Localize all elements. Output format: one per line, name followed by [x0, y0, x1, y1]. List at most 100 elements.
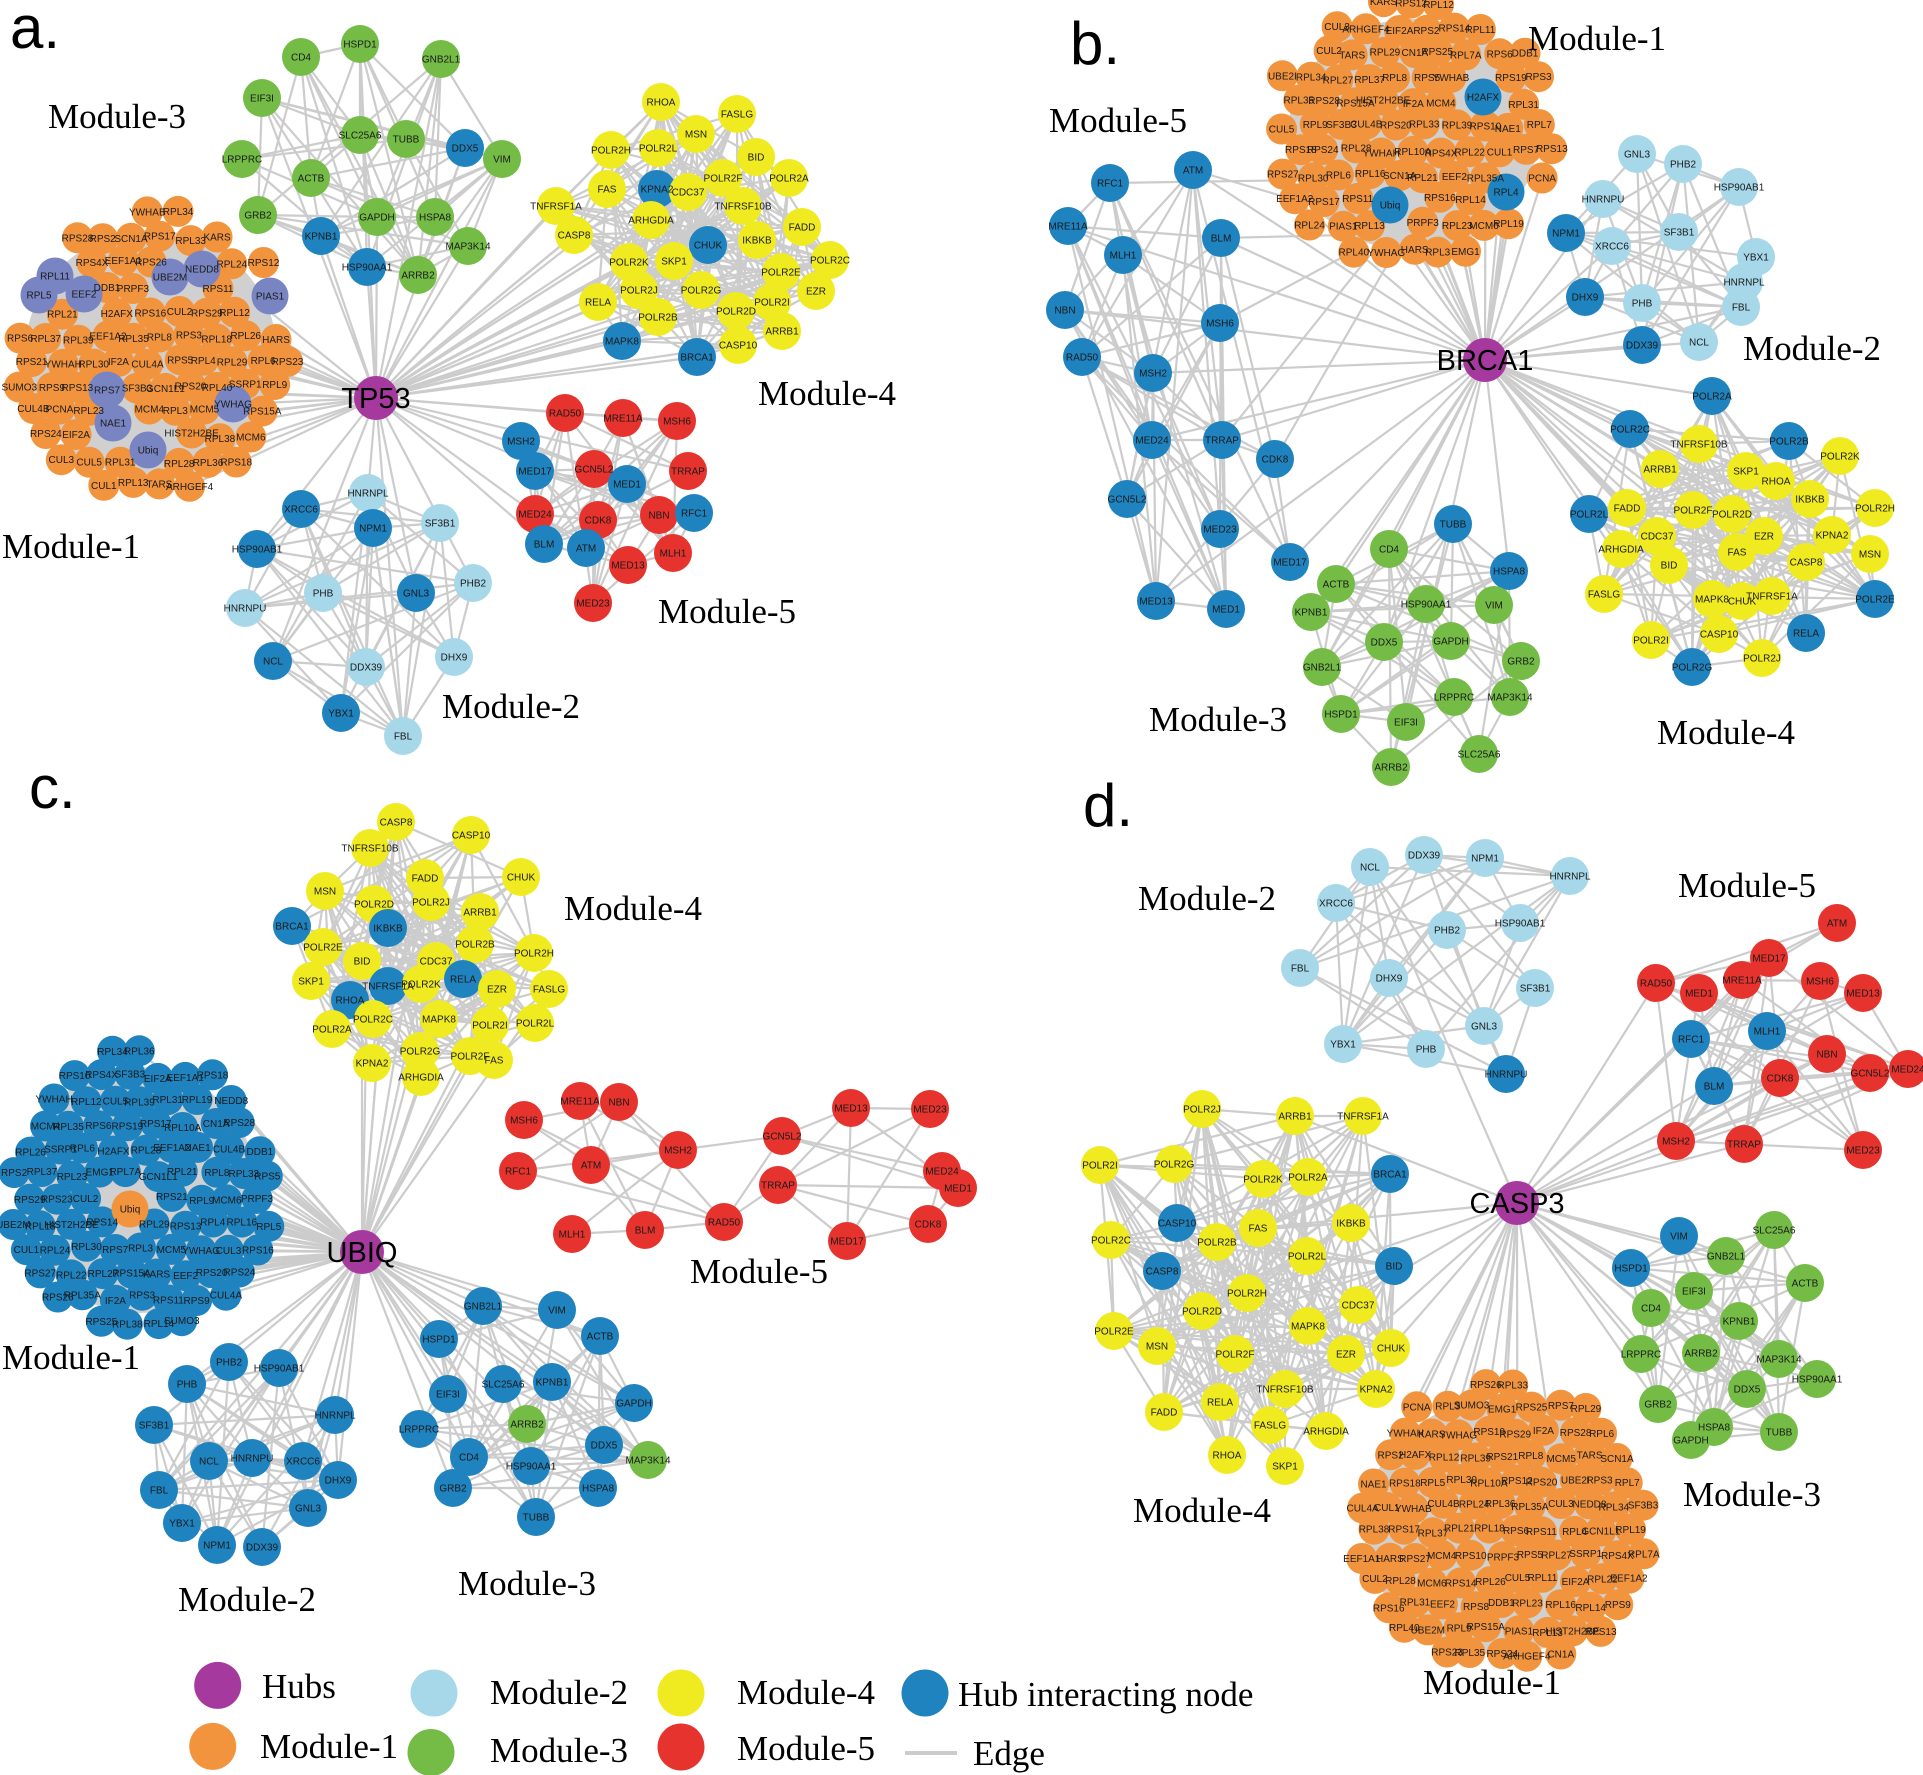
svg-text:BRCA1: BRCA1 — [1437, 345, 1534, 377]
svg-text:RPS5: RPS5 — [167, 355, 194, 366]
svg-text:HSP90AB1: HSP90AB1 — [254, 1364, 305, 1375]
svg-text:RPS5: RPS5 — [254, 1172, 281, 1183]
svg-text:YWHAH: YWHAH — [1363, 149, 1400, 160]
svg-text:RPS12: RPS12 — [1501, 1476, 1533, 1487]
svg-text:YWHAG: YWHAG — [1367, 248, 1405, 259]
svg-text:KPNB1: KPNB1 — [305, 232, 338, 243]
svg-text:POLR2D: POLR2D — [354, 900, 394, 911]
svg-text:DDB1: DDB1 — [1488, 1598, 1515, 1609]
svg-text:POLR2G: POLR2G — [681, 286, 722, 297]
svg-text:TUBB: TUBB — [1440, 520, 1467, 531]
svg-text:KARS: KARS — [1418, 1430, 1446, 1441]
svg-text:TARS: TARS — [1577, 1450, 1603, 1461]
svg-text:RPL23: RPL23 — [73, 406, 104, 417]
svg-text:MED17: MED17 — [1752, 954, 1786, 965]
svg-text:SKP1: SKP1 — [1733, 467, 1759, 478]
svg-text:RPL14: RPL14 — [144, 1319, 175, 1330]
svg-text:RPL8: RPL8 — [147, 333, 172, 344]
svg-text:POLR2G: POLR2G — [1154, 1160, 1195, 1171]
svg-text:MED13: MED13 — [834, 1104, 868, 1115]
svg-text:RPL12: RPL12 — [1423, 0, 1454, 11]
svg-text:H2AFX: H2AFX — [101, 309, 134, 320]
svg-text:FASLG: FASLG — [533, 985, 565, 996]
svg-text:POLR2A: POLR2A — [312, 1025, 352, 1036]
svg-text:RPS11: RPS11 — [1342, 194, 1373, 205]
svg-text:ARRB2: ARRB2 — [1684, 1349, 1718, 1360]
svg-text:RPL29: RPL29 — [217, 357, 248, 368]
svg-text:MCM5: MCM5 — [190, 405, 220, 416]
svg-text:RPS21: RPS21 — [16, 357, 48, 368]
svg-text:RPL11: RPL11 — [1527, 1573, 1557, 1584]
svg-text:MCM4: MCM4 — [31, 1122, 61, 1133]
svg-text:GCN1L1: GCN1L1 — [146, 384, 185, 395]
svg-text:YWHAG: YWHAG — [214, 400, 252, 411]
svg-text:ARRB1: ARRB1 — [463, 908, 497, 919]
svg-text:POLR2L: POLR2L — [1570, 510, 1609, 521]
svg-text:MAP3K14: MAP3K14 — [1756, 1355, 1801, 1366]
svg-text:HSPA8: HSPA8 — [1698, 1423, 1730, 1434]
svg-text:MED17: MED17 — [518, 467, 552, 478]
svg-text:NCL: NCL — [1360, 863, 1380, 874]
svg-text:GCN5L2: GCN5L2 — [1851, 1069, 1890, 1080]
svg-text:BLM: BLM — [635, 1226, 656, 1237]
svg-text:RPS10: RPS10 — [1470, 122, 1502, 133]
svg-text:MED23: MED23 — [576, 599, 610, 610]
svg-text:RPL4: RPL4 — [1493, 188, 1518, 199]
svg-text:IKBKB: IKBKB — [742, 236, 772, 247]
svg-text:SLC25A6: SLC25A6 — [482, 1380, 525, 1391]
svg-text:RPS13: RPS13 — [62, 383, 94, 394]
svg-text:POLR2H: POLR2H — [1227, 1289, 1267, 1300]
svg-text:RPL21: RPL21 — [47, 310, 78, 321]
svg-text:MSN: MSN — [1859, 550, 1881, 561]
svg-text:RPL30: RPL30 — [71, 1242, 102, 1253]
svg-text:RPS6: RPS6 — [1487, 49, 1514, 60]
svg-text:RPL38: RPL38 — [205, 434, 236, 445]
svg-text:SUMO3: SUMO3 — [1454, 1401, 1490, 1412]
svg-text:RPL35A: RPL35A — [1467, 173, 1505, 184]
svg-text:NEDD8: NEDD8 — [185, 265, 219, 276]
svg-text:MLH1: MLH1 — [1754, 1027, 1781, 1038]
svg-text:RAD50: RAD50 — [1066, 353, 1099, 364]
svg-text:Module-1: Module-1 — [2, 1338, 140, 1377]
svg-text:RPL6: RPL6 — [1589, 1429, 1614, 1440]
svg-text:RPL36: RPL36 — [193, 458, 224, 469]
svg-text:DDX39: DDX39 — [350, 663, 383, 674]
svg-text:RPS18: RPS18 — [1285, 145, 1317, 156]
svg-text:RPL9: RPL9 — [1303, 120, 1328, 131]
svg-text:BLM: BLM — [1211, 234, 1232, 245]
svg-text:NPM1: NPM1 — [1552, 229, 1580, 240]
svg-text:RPS3: RPS3 — [129, 1291, 156, 1302]
svg-text:H2AFX: H2AFX — [97, 1147, 130, 1158]
svg-text:POLR2L: POLR2L — [639, 144, 678, 155]
svg-text:RPL31: RPL31 — [105, 458, 136, 469]
svg-text:SLC25A6: SLC25A6 — [339, 131, 382, 142]
svg-text:RPS9: RPS9 — [1605, 1600, 1632, 1611]
svg-text:HIST2H2BE: HIST2H2BE — [164, 429, 219, 440]
svg-text:BLM: BLM — [534, 540, 555, 551]
svg-text:YBX1: YBX1 — [1330, 1040, 1356, 1051]
svg-text:KPNB1: KPNB1 — [1295, 608, 1328, 619]
svg-text:RPS16: RPS16 — [1373, 1603, 1405, 1614]
svg-text:RPS19: RPS19 — [1473, 1427, 1505, 1438]
svg-text:RPL9: RPL9 — [189, 1196, 214, 1207]
svg-text:CUL5: CUL5 — [1505, 1573, 1531, 1584]
svg-text:RELA: RELA — [450, 975, 476, 986]
svg-text:TRRAP: TRRAP — [671, 467, 705, 478]
svg-text:GNB2L1: GNB2L1 — [422, 55, 461, 66]
svg-text:RPL22: RPL22 — [56, 1270, 87, 1281]
svg-text:Module-3: Module-3 — [48, 97, 186, 136]
svg-text:RPS11: RPS11 — [1526, 1527, 1557, 1538]
svg-text:ARRB1: ARRB1 — [1643, 465, 1677, 476]
svg-text:CDC37: CDC37 — [1641, 532, 1674, 543]
svg-text:GCN5L2: GCN5L2 — [575, 465, 614, 476]
svg-text:POLR2K: POLR2K — [609, 258, 649, 269]
svg-text:RPL22: RPL22 — [1587, 1574, 1618, 1585]
svg-text:XRCC6: XRCC6 — [286, 1457, 320, 1468]
svg-text:RPS6: RPS6 — [7, 334, 34, 345]
svg-text:RPL3: RPL3 — [1435, 1402, 1460, 1413]
svg-text:CDK8: CDK8 — [915, 1220, 942, 1231]
svg-text:Module-4: Module-4 — [1133, 1491, 1271, 1530]
svg-text:DDB1: DDB1 — [1512, 49, 1539, 60]
svg-text:RPS2: RPS2 — [1378, 1450, 1405, 1461]
svg-text:TUBB: TUBB — [393, 135, 420, 146]
